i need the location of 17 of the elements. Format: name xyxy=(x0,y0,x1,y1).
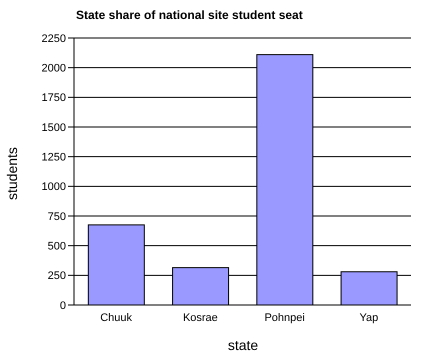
y-tick-label: 2250 xyxy=(42,32,66,45)
y-tick-label: 2000 xyxy=(42,62,66,75)
chart-title: State share of national site student seat xyxy=(76,8,303,22)
y-tick-label: 250 xyxy=(48,270,66,282)
y-tick-label: 1500 xyxy=(42,122,66,134)
y-tick-label: 1000 xyxy=(42,181,66,194)
x-tick-label: Pohnpei xyxy=(264,312,305,324)
x-tick-label: Yap xyxy=(359,312,378,324)
x-tick-label: Chuuk xyxy=(100,312,133,324)
y-tick-label: 0 xyxy=(60,300,66,312)
y-axis-title: students xyxy=(4,147,20,200)
y-tick-label: 1750 xyxy=(42,92,66,104)
y-tick-label: 500 xyxy=(48,240,66,253)
y-tick-label: 1250 xyxy=(42,152,66,164)
x-tick-label: Kosrae xyxy=(182,312,218,324)
x-axis-title: state xyxy=(226,337,260,353)
y-tick-label: 750 xyxy=(48,210,66,223)
